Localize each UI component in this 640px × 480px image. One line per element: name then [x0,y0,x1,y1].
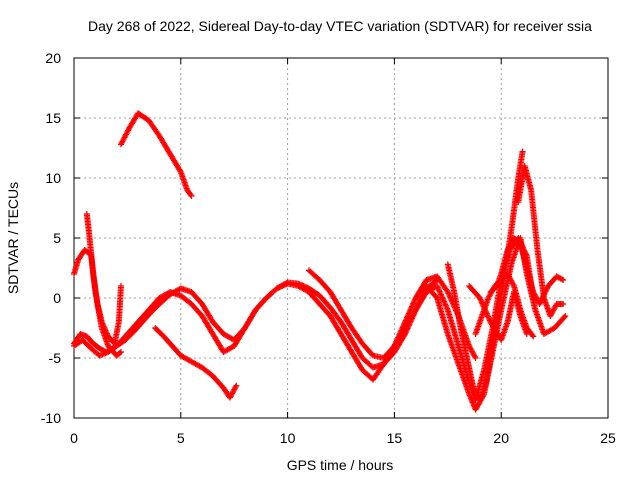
data-point [177,167,184,174]
data-point [187,191,194,198]
data-point [472,355,479,361]
series-track-5 [71,273,479,383]
axis-ticks [73,57,609,419]
data-point [536,301,543,307]
data-point [537,299,544,306]
y-tick-label: 10 [45,170,61,186]
y-tick-label: 5 [53,230,61,246]
x-axis-label: GPS time / hours [287,457,394,473]
data-points [71,110,569,413]
data-point [519,148,526,155]
data-point [116,349,123,356]
data-point [233,382,240,389]
series-track-1 [117,110,195,199]
y-tick-label: 20 [45,50,61,66]
x-tick-label: 15 [387,430,403,446]
data-point [558,276,565,283]
y-tick-label: 15 [45,110,61,126]
data-point [117,283,124,289]
data-point [510,281,517,288]
series-track-13 [515,163,567,319]
series-track-6 [152,325,240,401]
y-tick-label: 0 [53,290,61,306]
data-point [471,353,478,360]
x-tick-label: 25 [600,430,616,446]
x-tick-label: 5 [177,430,185,446]
y-tick-label: -5 [49,350,62,366]
series-track-3 [83,211,124,347]
chart-title: Day 268 of 2022, Sidereal Day-to-day VTE… [88,18,592,34]
y-tick-label: -10 [41,410,61,426]
x-tick-label: 20 [493,430,509,446]
data-point [529,332,536,339]
x-tick-label: 0 [70,430,78,446]
data-point [562,313,569,319]
grid-lines [74,58,608,418]
data-point [232,383,239,390]
data-point [560,277,567,283]
data-point [117,349,124,355]
y-axis-label: SDTVAR / TECUs [5,182,21,294]
series-track-12 [472,271,537,340]
x-tick-label: 10 [280,430,296,446]
data-point [530,333,537,340]
data-point [188,193,195,199]
tick-labels: 0 5 10 15 20 25 -10 -5 0 5 10 15 20 [41,50,616,446]
data-point [560,301,567,307]
data-point [561,314,568,321]
